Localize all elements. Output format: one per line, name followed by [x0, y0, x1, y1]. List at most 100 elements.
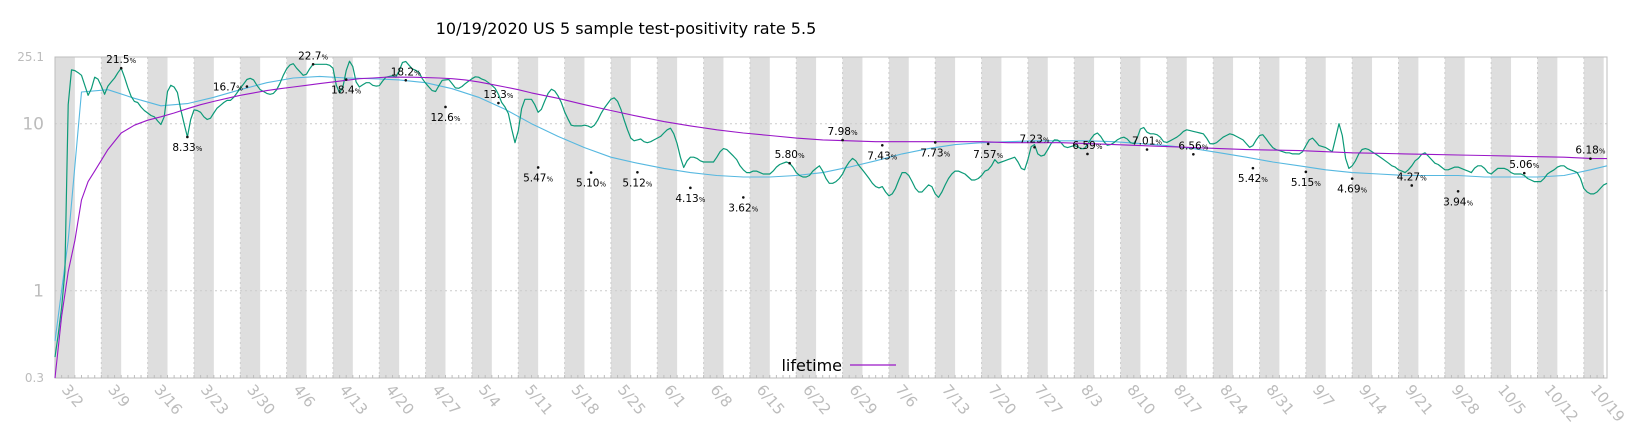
data-label-value: 7.98: [828, 126, 851, 138]
data-label-unit: %: [130, 57, 137, 65]
data-point-marker: [404, 79, 408, 82]
data-label-value: 5.42: [1238, 173, 1261, 185]
shade-band: [796, 57, 817, 378]
x-tick-label: 5/11: [521, 381, 556, 418]
shade-band: [425, 57, 446, 378]
data-point-marker: [497, 101, 500, 105]
data-label-value: 12.6: [430, 112, 454, 124]
data-label: 3.62%: [728, 202, 758, 214]
data-label-value: 21.5: [106, 54, 129, 66]
data-label-unit: %: [355, 88, 362, 96]
x-tick-label: 4/20: [382, 381, 417, 418]
y-axis-ticks: 0.3 1 10 25.1: [17, 50, 44, 385]
data-point-marker: [1192, 153, 1195, 156]
data-label: 8.33%: [172, 142, 202, 154]
data-label: 7.43%: [867, 150, 897, 162]
data-label: 21.5%: [106, 54, 136, 66]
data-label-unit: %: [851, 129, 858, 137]
data-point-marker: [589, 171, 593, 174]
x-tick-label: 8/31: [1262, 381, 1297, 418]
x-tick-label: 7/6: [892, 381, 921, 411]
data-point-marker: [788, 161, 791, 165]
data-label-value: 4.69: [1337, 184, 1360, 196]
data-point-marker: [245, 85, 249, 88]
data-point-marker: [1589, 157, 1592, 160]
x-tick-label: 3/16: [151, 381, 186, 418]
data-label: 6.59%: [1072, 140, 1102, 152]
data-label-unit: %: [1261, 176, 1268, 184]
series-line-lifetime: [54, 76, 1608, 379]
data-label-unit: %: [1420, 174, 1427, 182]
chart-title: 10/19/2020 US 5 sample test-positivity r…: [436, 19, 817, 38]
x-tick-label: 9/14: [1355, 381, 1390, 418]
data-point-marker: [1410, 184, 1414, 187]
data-label-unit: %: [1533, 162, 1540, 170]
data-label-unit: %: [1361, 187, 1368, 195]
x-tick-label: 8/10: [1123, 381, 1158, 418]
data-label-unit: %: [798, 152, 805, 160]
data-label: 4.69%: [1337, 184, 1367, 196]
shade-band: [101, 57, 122, 378]
data-label-unit: %: [547, 175, 554, 183]
data-label-value: 18.2: [391, 66, 414, 78]
x-tick-label: 4/6: [290, 381, 319, 411]
data-label-unit: %: [454, 115, 461, 123]
x-tick-label: 6/15: [753, 381, 788, 418]
shade-band: [888, 57, 909, 378]
data-label-value: 4.13: [675, 193, 698, 205]
data-label: 13.3%: [483, 89, 513, 101]
x-tick-label: 7/13: [938, 381, 973, 418]
data-point-marker: [1304, 170, 1308, 174]
data-label-unit: %: [997, 152, 1004, 160]
shade-band: [749, 57, 770, 378]
plot-frame: [54, 56, 1608, 379]
data-label-value: 6.18: [1575, 145, 1598, 157]
data-label-unit: %: [699, 196, 706, 204]
shade-band: [1583, 57, 1604, 378]
y-tick-label: 25.1: [17, 50, 44, 64]
shade-band: [657, 57, 678, 378]
data-label-value: 5.12: [622, 177, 645, 189]
data-label-value: 5.15: [1291, 177, 1314, 189]
x-tick-label: 6/8: [707, 381, 736, 411]
shade-band: [193, 57, 214, 378]
axes: [54, 56, 1608, 379]
legend: lifetime: [781, 356, 896, 375]
shade-band: [1398, 57, 1419, 378]
data-point-marker: [742, 196, 745, 199]
data-label-value: 5.10: [576, 178, 599, 190]
x-tick-label: 3/9: [104, 381, 133, 411]
data-label-value: 4.27: [1397, 171, 1420, 183]
data-point-marker: [689, 186, 692, 190]
y-tick-label: 1: [33, 282, 44, 302]
shade-band: [1259, 57, 1280, 378]
data-point-marker: [1145, 148, 1149, 151]
data-label-value: 16.7: [213, 82, 236, 94]
data-point-marker: [986, 142, 990, 146]
shade-band: [1444, 57, 1465, 378]
shade-band: [1074, 57, 1095, 378]
x-tick-label: 5/25: [614, 381, 649, 418]
data-label-unit: %: [1202, 143, 1209, 151]
data-label-value: 8.33: [172, 142, 195, 154]
x-tick-label: 6/29: [846, 381, 881, 418]
data-label-unit: %: [599, 181, 606, 189]
data-point-marker: [536, 166, 540, 169]
series-line-smooth: [54, 75, 1608, 342]
data-label: 4.13%: [675, 193, 705, 205]
data-label-unit: %: [944, 150, 951, 158]
data-point-marker: [880, 143, 884, 147]
x-tick-label: 10/19: [1587, 381, 1629, 426]
data-label: 5.15%: [1291, 177, 1321, 189]
data-label: 12.6%: [430, 112, 460, 124]
x-tick-label: 4/27: [429, 381, 464, 418]
data-label: 7.98%: [828, 126, 858, 138]
data-label-unit: %: [752, 205, 759, 213]
data-label: 22.7%: [298, 50, 328, 62]
data-label: 5.06%: [1509, 159, 1539, 171]
x-tick-label: 10/12: [1540, 381, 1582, 426]
data-point-marker: [344, 78, 348, 81]
data-label-value: 7.73: [920, 147, 943, 159]
y-tick-label: 10: [22, 115, 44, 135]
